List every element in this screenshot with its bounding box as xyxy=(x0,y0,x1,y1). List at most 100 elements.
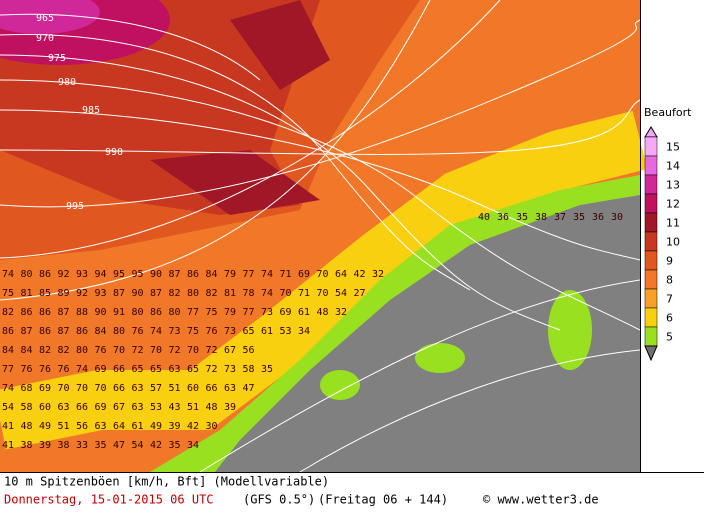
isobar-labels: 965 970 975 980 985 990 995 xyxy=(36,13,123,212)
wind-value: 69 xyxy=(95,402,107,413)
wind-value: 54 xyxy=(335,288,347,299)
wind-value: 39 xyxy=(169,421,181,432)
wind-value: 84 xyxy=(206,269,218,280)
wind-value: 72 xyxy=(206,364,218,375)
isobar xyxy=(0,54,561,331)
wind-value: 75 xyxy=(2,288,14,299)
wind-value: 93 xyxy=(95,288,107,299)
wind-value: 38 xyxy=(21,440,33,451)
wind-value: 81 xyxy=(21,288,33,299)
wind-value: 35 xyxy=(516,212,528,223)
wind-value: 70 xyxy=(95,383,107,394)
wind-value: 42 xyxy=(187,421,199,432)
wind-value: 84 xyxy=(21,345,33,356)
isobar xyxy=(0,0,501,259)
wind-value: 77 xyxy=(243,307,255,318)
wind-value: 70 xyxy=(317,269,329,280)
legend-label: 7 xyxy=(666,293,673,306)
wind-value: 86 xyxy=(150,307,162,318)
wind-value: 64 xyxy=(335,269,347,280)
wind-value: 76 xyxy=(58,364,70,375)
isobar-label: 975 xyxy=(48,53,66,64)
legend-label: 8 xyxy=(666,274,673,287)
legend-swatch xyxy=(644,288,658,309)
wind-value: 74 xyxy=(2,269,14,280)
wind-value: 71 xyxy=(280,269,292,280)
footer-model: (GFS 0.5°) xyxy=(243,493,315,507)
wind-value: 95 xyxy=(132,269,144,280)
wind-value: 30 xyxy=(206,421,218,432)
wind-value: 49 xyxy=(150,421,162,432)
wind-value: 70 xyxy=(280,288,292,299)
wind-value: 47 xyxy=(113,440,125,451)
wind-value: 70 xyxy=(58,383,70,394)
legend-label: 12 xyxy=(666,198,680,211)
wind-value: 61 xyxy=(132,421,144,432)
wind-value: 94 xyxy=(95,269,107,280)
wind-value: 74 xyxy=(150,326,162,337)
wind-value: 66 xyxy=(113,383,125,394)
legend-label: 15 xyxy=(666,141,680,154)
wind-value: 41 xyxy=(2,421,14,432)
wind-value: 74 xyxy=(261,288,273,299)
map: 965 970 975 980 985 990 995 74 80 86 92 93 94 95 95 90… xyxy=(0,0,648,473)
wind-value: 58 xyxy=(243,364,255,375)
wind-value: 54 xyxy=(2,402,14,413)
footer-caption: 10 m Spitzenböen [km/h, Bft] (Modellvari… xyxy=(4,475,329,489)
footer-credit: © www.wetter3.de xyxy=(483,493,599,507)
wind-value: 51 xyxy=(169,383,181,394)
wind-value: 38 xyxy=(535,212,547,223)
wind-value: 70 xyxy=(317,288,329,299)
wind-value: 72 xyxy=(206,345,218,356)
wind-value: 82 xyxy=(169,288,181,299)
wind-value: 72 xyxy=(132,345,144,356)
island xyxy=(320,370,360,400)
legend-label: 6 xyxy=(666,312,673,325)
wind-value: 81 xyxy=(224,288,236,299)
wind-value: 86 xyxy=(39,269,51,280)
wind-value: 69 xyxy=(280,307,292,318)
island xyxy=(415,343,465,373)
wind-value: 56 xyxy=(243,345,255,356)
wind-value: 60 xyxy=(187,383,199,394)
wind-value: 57 xyxy=(150,383,162,394)
isobar xyxy=(299,349,641,473)
legend-swatch xyxy=(644,250,658,271)
wind-value: 82 xyxy=(58,345,70,356)
wind-value: 80 xyxy=(21,269,33,280)
wind-value: 66 xyxy=(206,383,218,394)
wind-value: 84 xyxy=(2,345,14,356)
wind-value: 48 xyxy=(206,402,218,413)
wind-value: 80 xyxy=(76,345,88,356)
wind-values: 74 80 86 92 93 94 95 95 90 87 86 84 79 77 74 71 69 70 64 42… xyxy=(2,212,623,451)
wind-value: 76 xyxy=(95,345,107,356)
legend-label: 14 xyxy=(666,160,680,173)
coast-band xyxy=(0,110,648,450)
wind-value: 75 xyxy=(187,326,199,337)
wind-zone xyxy=(0,0,100,34)
wind-value: 48 xyxy=(21,421,33,432)
wind-value: 86 xyxy=(21,307,33,318)
legend-swatch xyxy=(644,269,658,290)
wind-value: 80 xyxy=(132,307,144,318)
wind-zone xyxy=(150,0,330,215)
wind-value: 36 xyxy=(497,212,509,223)
wind-value: 42 xyxy=(354,269,366,280)
wind-value: 35 xyxy=(261,364,273,375)
wind-value: 63 xyxy=(58,402,70,413)
wind-value: 71 xyxy=(298,288,310,299)
wind-value: 80 xyxy=(187,288,199,299)
wind-value: 84 xyxy=(95,326,107,337)
wind-value: 54 xyxy=(132,440,144,451)
wind-value: 34 xyxy=(187,440,199,451)
wind-value: 75 xyxy=(206,307,218,318)
wind-value: 33 xyxy=(76,440,88,451)
wind-value: 27 xyxy=(354,288,366,299)
isobar-label: 965 xyxy=(36,13,54,24)
land xyxy=(215,195,640,472)
wind-value: 73 xyxy=(224,364,236,375)
wind-value: 34 xyxy=(298,326,310,337)
wind-value: 76 xyxy=(206,326,218,337)
wind-value: 79 xyxy=(224,269,236,280)
wind-value: 76 xyxy=(132,326,144,337)
